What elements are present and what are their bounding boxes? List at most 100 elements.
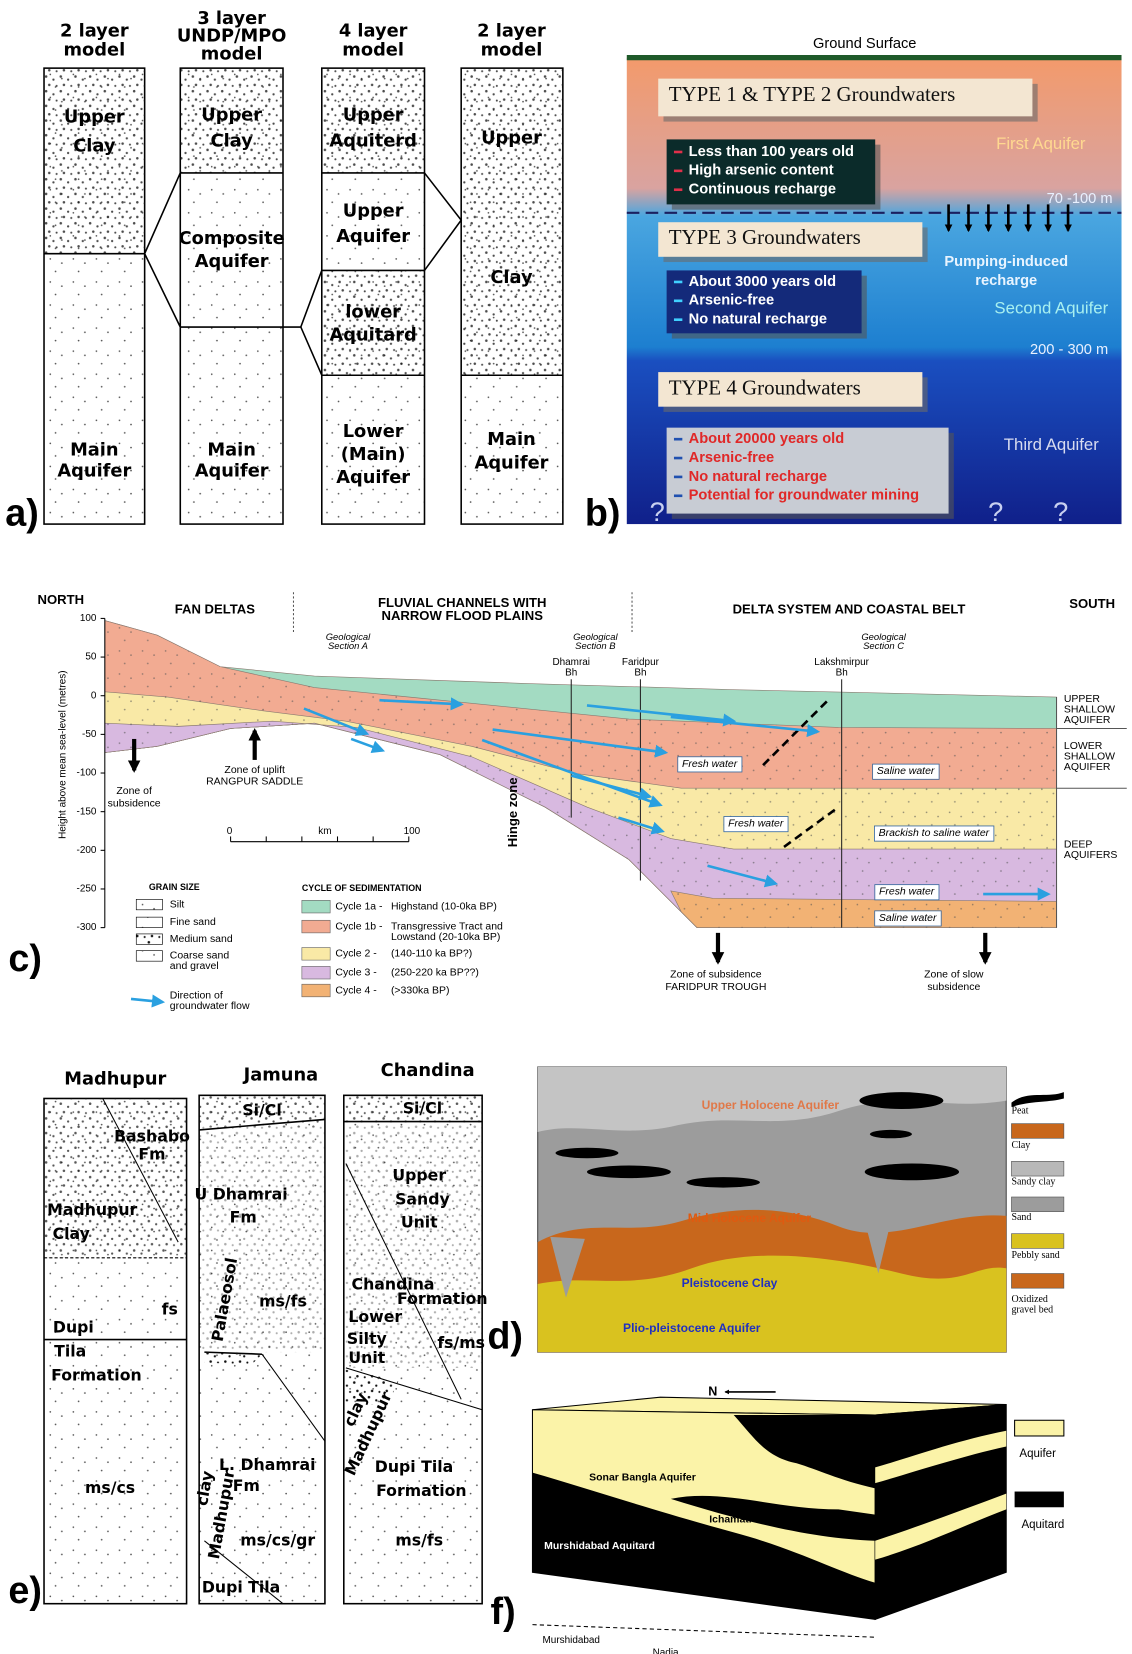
label: AQUIFER: [1064, 762, 1111, 773]
label: AQUIFER: [1064, 715, 1111, 726]
label: Fresh water: [879, 887, 935, 898]
label: Medium sand: [170, 934, 233, 945]
label: Bh: [565, 668, 577, 679]
label: Nadia: [653, 1648, 679, 1654]
label: Saline water: [879, 913, 937, 924]
legend-swatch: [1011, 1124, 1063, 1139]
label: Dupi: [53, 1318, 94, 1337]
connector: [425, 173, 462, 270]
label: Height above mean sea-level (metres): [58, 670, 69, 838]
legend-swatch: [136, 934, 162, 944]
label: Si/Cl: [242, 1101, 281, 1120]
label: ?: [988, 496, 1003, 527]
label: Upper: [201, 104, 262, 125]
label: Formation: [397, 1289, 488, 1308]
label: subsidence: [927, 982, 980, 993]
label: Zone of subsidence: [670, 970, 762, 981]
label: Saline water: [877, 766, 935, 777]
legend-swatch: [302, 984, 330, 997]
peat: [870, 1130, 912, 1138]
label: Composite: [179, 228, 285, 249]
label: Sand: [1011, 1212, 1031, 1223]
label: No natural recharge: [689, 312, 827, 328]
label: Chandina: [381, 1060, 475, 1081]
label: SOUTH: [1069, 596, 1115, 611]
label: Jamuna: [243, 1064, 319, 1085]
label: Section A: [328, 640, 368, 651]
label: Clay: [1011, 1140, 1030, 1151]
label: 50: [85, 652, 97, 663]
label: Tila: [54, 1342, 86, 1361]
label: Aquifer: [195, 251, 269, 272]
label: Madhupur: [47, 1200, 137, 1219]
label: Upper: [392, 1166, 446, 1185]
label: (Main): [341, 444, 406, 465]
label: Aquifer: [195, 461, 269, 482]
label: (140-110 ka BP?): [391, 949, 472, 960]
label: fs: [162, 1300, 178, 1319]
label: Bh: [836, 668, 848, 679]
label: ms/cs: [85, 1478, 135, 1497]
label: Clay: [53, 1224, 90, 1243]
peat: [687, 1177, 760, 1187]
connector: [301, 270, 322, 375]
label: Bashabo: [114, 1127, 190, 1146]
label: Cycle 3 -: [335, 967, 377, 978]
legend-swatch: [302, 948, 330, 961]
label: FARIDPUR TROUGH: [665, 982, 766, 993]
peat: [587, 1166, 671, 1179]
label: gravel bed: [1011, 1304, 1053, 1315]
label: recharge: [975, 273, 1037, 289]
label: Second Aquifer: [994, 299, 1108, 318]
label: Mid Holocene Aquifer: [688, 1211, 812, 1225]
label: km: [318, 826, 331, 837]
label: Sandy clay: [1011, 1177, 1055, 1188]
legend-swatch: [302, 966, 330, 979]
label: Murshidabad: [543, 1635, 600, 1646]
label: Ground Surface: [813, 36, 916, 52]
label: Cycle 2 -: [335, 949, 377, 960]
label: Clay: [73, 136, 116, 157]
label: Section C: [863, 640, 904, 651]
label: TYPE 4 Groundwaters: [669, 376, 861, 400]
connector: [145, 173, 181, 327]
label: and gravel: [170, 961, 219, 972]
label: Aquifer: [336, 226, 410, 247]
label: Fm: [138, 1145, 165, 1164]
label: Peat: [1011, 1105, 1028, 1116]
label: Arsenic-free: [689, 450, 775, 466]
label: Arsenic-free: [689, 293, 775, 309]
label: Fm: [230, 1207, 257, 1226]
label: 2 layer: [477, 20, 546, 41]
label: Cycle 1a -: [335, 901, 383, 912]
label: Hinge zone: [505, 777, 520, 847]
peat: [556, 1148, 619, 1158]
label: a): [5, 492, 39, 534]
label: ms/cs/gr: [240, 1530, 315, 1549]
label: High arsenic content: [689, 163, 834, 179]
label: Formation: [51, 1366, 142, 1385]
clay-pattern: [44, 68, 145, 254]
label: -200: [77, 845, 97, 856]
label: N: [708, 1384, 717, 1398]
label: About 20000 years old: [689, 431, 845, 447]
label: Zone of slow: [924, 970, 984, 981]
line: [131, 999, 162, 1002]
palaeosol: [204, 1352, 262, 1365]
label: Fresh water: [682, 759, 738, 770]
label: (250-220 ka BP??): [391, 967, 479, 978]
label: ms/fs: [395, 1530, 443, 1549]
label: Upper Holocene Aquifer: [702, 1098, 840, 1112]
label: model: [201, 44, 263, 65]
label: 70 -100 m: [1047, 191, 1113, 207]
page: Aquifer models figure html, body { margi…: [0, 0, 1132, 1654]
label: e): [8, 1569, 42, 1611]
legend-swatch: [1015, 1492, 1064, 1508]
label: Dhamrai: [552, 657, 590, 668]
label: c): [8, 937, 42, 979]
label: Ichamati-Bhagirathi Aquitard: [709, 1515, 852, 1526]
label: Aquiterd: [329, 131, 416, 152]
label: model: [63, 39, 125, 60]
legend-swatch: [302, 920, 330, 933]
label: -250: [77, 884, 97, 895]
